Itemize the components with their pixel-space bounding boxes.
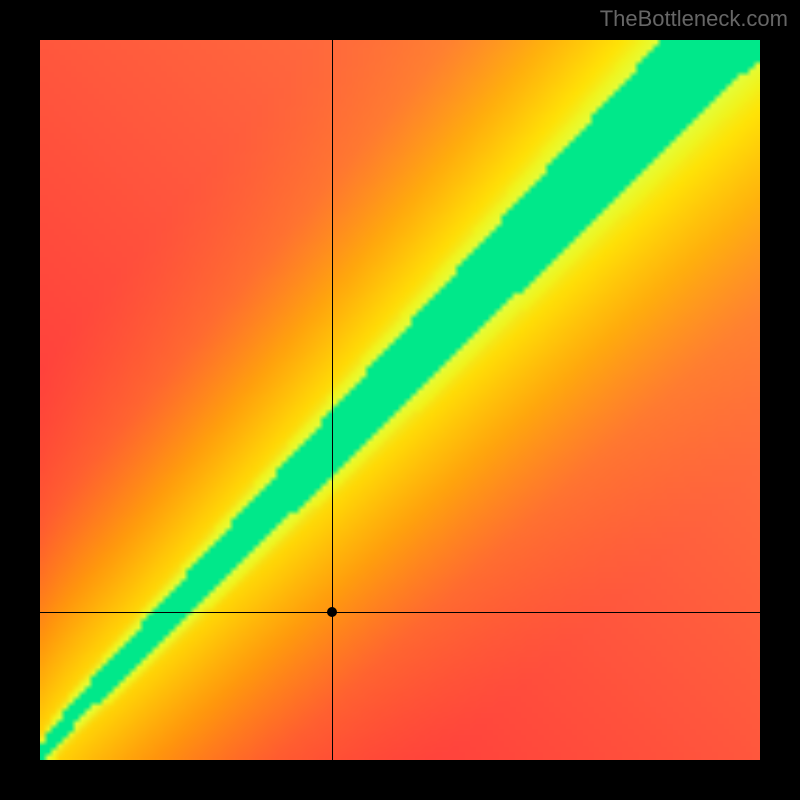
- crosshair-marker: [327, 607, 337, 617]
- chart-container: TheBottleneck.com: [0, 0, 800, 800]
- bottleneck-heatmap: [40, 40, 760, 760]
- crosshair-vertical: [332, 40, 333, 760]
- watermark-text: TheBottleneck.com: [600, 6, 788, 32]
- crosshair-horizontal: [40, 612, 760, 613]
- plot-area: [40, 40, 760, 760]
